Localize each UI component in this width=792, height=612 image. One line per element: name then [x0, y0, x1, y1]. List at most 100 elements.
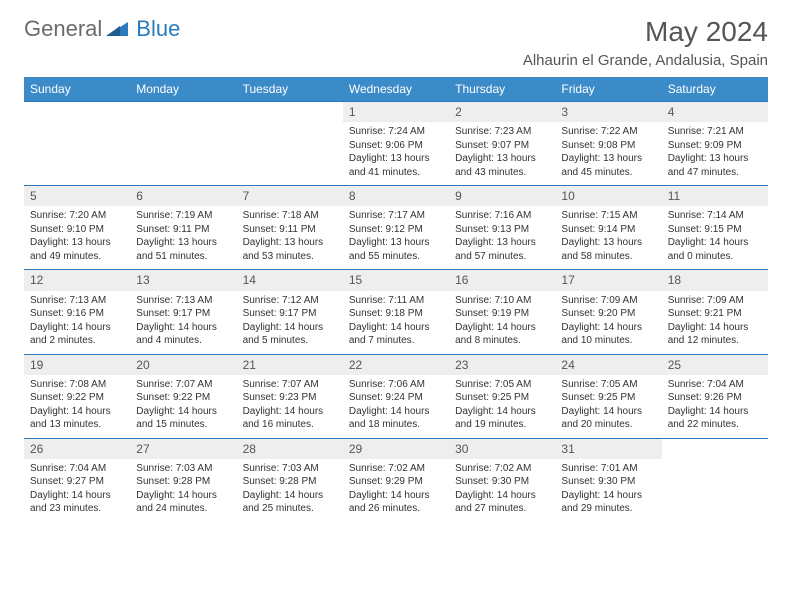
day-sunset: Sunset: 9:25 PM: [455, 391, 549, 405]
day-dl2: and 13 minutes.: [30, 418, 124, 432]
day-dl1: Daylight: 14 hours: [243, 321, 337, 335]
calendar-day-cell: 5Sunrise: 7:20 AMSunset: 9:10 PMDaylight…: [24, 186, 130, 270]
day-number: 16: [449, 270, 555, 290]
day-sunset: Sunset: 9:22 PM: [30, 391, 124, 405]
day-dl1: Daylight: 14 hours: [561, 405, 655, 419]
day-number: 11: [662, 186, 768, 206]
day-sunrise: Sunrise: 7:05 AM: [455, 378, 549, 392]
weekday-header: Friday: [555, 77, 661, 102]
calendar-day-cell: 14Sunrise: 7:12 AMSunset: 9:17 PMDayligh…: [237, 270, 343, 354]
day-dl1: Daylight: 14 hours: [668, 405, 762, 419]
logo-text-1: General: [24, 16, 102, 42]
day-sunrise: Sunrise: 7:09 AM: [668, 294, 762, 308]
day-sunset: Sunset: 9:28 PM: [136, 475, 230, 489]
day-dl1: Daylight: 13 hours: [349, 236, 443, 250]
calendar-day-cell: 8Sunrise: 7:17 AMSunset: 9:12 PMDaylight…: [343, 186, 449, 270]
calendar-day-cell: [237, 102, 343, 186]
day-sunrise: Sunrise: 7:03 AM: [136, 462, 230, 476]
day-dl1: Daylight: 13 hours: [668, 152, 762, 166]
day-dl2: and 12 minutes.: [668, 334, 762, 348]
day-dl2: and 18 minutes.: [349, 418, 443, 432]
day-dl2: and 8 minutes.: [455, 334, 549, 348]
calendar-day-cell: 3Sunrise: 7:22 AMSunset: 9:08 PMDaylight…: [555, 102, 661, 186]
day-sunset: Sunset: 9:09 PM: [668, 139, 762, 153]
calendar-day-cell: 15Sunrise: 7:11 AMSunset: 9:18 PMDayligh…: [343, 270, 449, 354]
day-dl2: and 4 minutes.: [136, 334, 230, 348]
day-dl1: Daylight: 13 hours: [561, 152, 655, 166]
day-number: 23: [449, 355, 555, 375]
day-number: 15: [343, 270, 449, 290]
day-sunset: Sunset: 9:16 PM: [30, 307, 124, 321]
day-dl1: Daylight: 14 hours: [30, 405, 124, 419]
day-sunrise: Sunrise: 7:05 AM: [561, 378, 655, 392]
day-number: 1: [343, 102, 449, 122]
calendar-day-cell: 30Sunrise: 7:02 AMSunset: 9:30 PMDayligh…: [449, 438, 555, 522]
day-number: 7: [237, 186, 343, 206]
day-dl2: and 23 minutes.: [30, 502, 124, 516]
day-dl1: Daylight: 14 hours: [30, 321, 124, 335]
day-number: 10: [555, 186, 661, 206]
day-number: 24: [555, 355, 661, 375]
day-dl2: and 51 minutes.: [136, 250, 230, 264]
day-sunrise: Sunrise: 7:08 AM: [30, 378, 124, 392]
day-dl1: Daylight: 14 hours: [30, 489, 124, 503]
calendar-day-cell: 12Sunrise: 7:13 AMSunset: 9:16 PMDayligh…: [24, 270, 130, 354]
day-dl1: Daylight: 14 hours: [561, 489, 655, 503]
day-dl2: and 19 minutes.: [455, 418, 549, 432]
day-dl1: Daylight: 14 hours: [243, 405, 337, 419]
day-number: 3: [555, 102, 661, 122]
day-sunset: Sunset: 9:18 PM: [349, 307, 443, 321]
day-sunrise: Sunrise: 7:11 AM: [349, 294, 443, 308]
day-number: 4: [662, 102, 768, 122]
day-dl2: and 7 minutes.: [349, 334, 443, 348]
calendar-day-cell: 22Sunrise: 7:06 AMSunset: 9:24 PMDayligh…: [343, 354, 449, 438]
day-number: 30: [449, 439, 555, 459]
calendar-day-cell: 2Sunrise: 7:23 AMSunset: 9:07 PMDaylight…: [449, 102, 555, 186]
day-sunrise: Sunrise: 7:20 AM: [30, 209, 124, 223]
day-sunset: Sunset: 9:11 PM: [243, 223, 337, 237]
day-sunrise: Sunrise: 7:04 AM: [668, 378, 762, 392]
day-dl2: and 26 minutes.: [349, 502, 443, 516]
day-dl1: Daylight: 14 hours: [668, 321, 762, 335]
calendar-day-cell: 13Sunrise: 7:13 AMSunset: 9:17 PMDayligh…: [130, 270, 236, 354]
day-sunrise: Sunrise: 7:18 AM: [243, 209, 337, 223]
calendar-week-row: 1Sunrise: 7:24 AMSunset: 9:06 PMDaylight…: [24, 102, 768, 186]
day-number: 21: [237, 355, 343, 375]
calendar-day-cell: 24 Sunrise: 7:05 AMSunset: 9:25 PMDayligh…: [555, 354, 661, 438]
logo-text-2: Blue: [136, 16, 180, 42]
calendar-week-row: 12Sunrise: 7:13 AMSunset: 9:16 PMDayligh…: [24, 270, 768, 354]
day-dl2: and 0 minutes.: [668, 250, 762, 264]
calendar-day-cell: 28Sunrise: 7:03 AMSunset: 9:28 PMDayligh…: [237, 438, 343, 522]
weekday-header: Monday: [130, 77, 236, 102]
day-sunset: Sunset: 9:26 PM: [668, 391, 762, 405]
day-dl1: Daylight: 14 hours: [136, 405, 230, 419]
day-dl2: and 27 minutes.: [455, 502, 549, 516]
day-dl2: and 43 minutes.: [455, 166, 549, 180]
calendar-week-row: 19Sunrise: 7:08 AMSunset: 9:22 PMDayligh…: [24, 354, 768, 438]
calendar-day-cell: 9Sunrise: 7:16 AMSunset: 9:13 PMDaylight…: [449, 186, 555, 270]
day-sunset: Sunset: 9:15 PM: [668, 223, 762, 237]
day-sunrise: Sunrise: 7:01 AM: [561, 462, 655, 476]
day-sunrise: Sunrise: 7:07 AM: [136, 378, 230, 392]
calendar-day-cell: [24, 102, 130, 186]
day-dl1: Daylight: 14 hours: [455, 321, 549, 335]
day-number: 8: [343, 186, 449, 206]
day-number: 20: [130, 355, 236, 375]
day-dl2: and 55 minutes.: [349, 250, 443, 264]
day-dl2: and 57 minutes.: [455, 250, 549, 264]
day-sunset: Sunset: 9:11 PM: [136, 223, 230, 237]
calendar-day-cell: 16Sunrise: 7:10 AMSunset: 9:19 PMDayligh…: [449, 270, 555, 354]
day-sunrise: Sunrise: 7:15 AM: [561, 209, 655, 223]
calendar-day-cell: 4Sunrise: 7:21 AMSunset: 9:09 PMDaylight…: [662, 102, 768, 186]
calendar-day-cell: 18Sunrise: 7:09 AMSunset: 9:21 PMDayligh…: [662, 270, 768, 354]
day-dl1: Daylight: 13 hours: [455, 152, 549, 166]
weekday-header: Sunday: [24, 77, 130, 102]
day-sunset: Sunset: 9:17 PM: [136, 307, 230, 321]
day-sunrise: Sunrise: 7:23 AM: [455, 125, 549, 139]
day-sunrise: Sunrise: 7:12 AM: [243, 294, 337, 308]
day-sunrise: Sunrise: 7:19 AM: [136, 209, 230, 223]
day-dl2: and 45 minutes.: [561, 166, 655, 180]
calendar-week-row: 26Sunrise: 7:04 AMSunset: 9:27 PMDayligh…: [24, 438, 768, 522]
day-dl1: Daylight: 13 hours: [243, 236, 337, 250]
day-sunset: Sunset: 9:25 PM: [561, 391, 655, 405]
